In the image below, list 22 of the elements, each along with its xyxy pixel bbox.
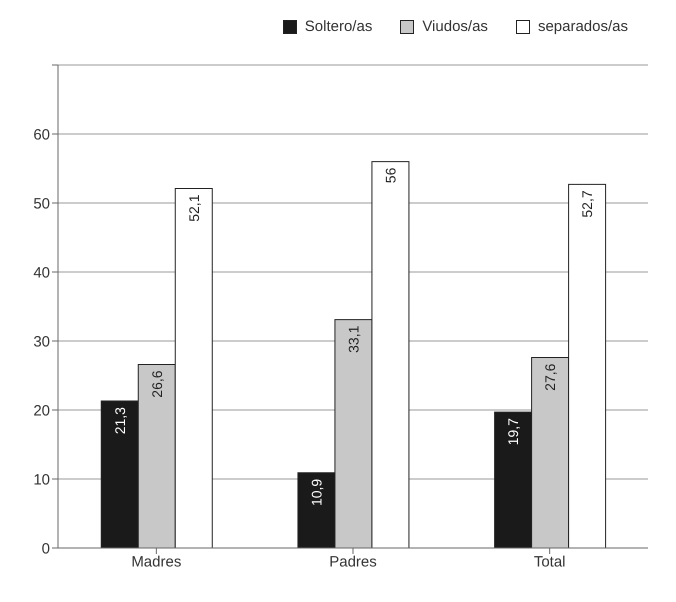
- x-tick-label: Total: [534, 554, 566, 571]
- data-label: 21,3: [112, 406, 128, 434]
- y-tick-label: 60: [33, 126, 50, 144]
- x-tick-label: Madres: [131, 554, 182, 571]
- data-label: 19,7: [505, 418, 522, 446]
- data-label: 10,9: [308, 478, 324, 506]
- data-label: 52,7: [579, 190, 596, 218]
- y-tick-label: 10: [33, 471, 50, 488]
- legend-label: Soltero/as: [304, 18, 372, 35]
- y-tick-label: 50: [33, 195, 50, 212]
- y-tick-label: 40: [33, 264, 50, 282]
- legend-label: separados/as: [538, 18, 628, 35]
- y-tick-label: 0: [42, 540, 50, 558]
- y-tick-label: 30: [33, 333, 50, 350]
- x-tick-label: Padres: [329, 554, 377, 571]
- data-label: 27,6: [542, 363, 558, 391]
- y-tick-label: 20: [33, 402, 50, 420]
- data-label: 26,6: [148, 370, 165, 398]
- data-label: 56: [382, 167, 398, 184]
- legend-label: Viudos/as: [422, 18, 488, 35]
- data-label: 52,1: [186, 194, 202, 222]
- data-label: 33,1: [345, 325, 362, 353]
